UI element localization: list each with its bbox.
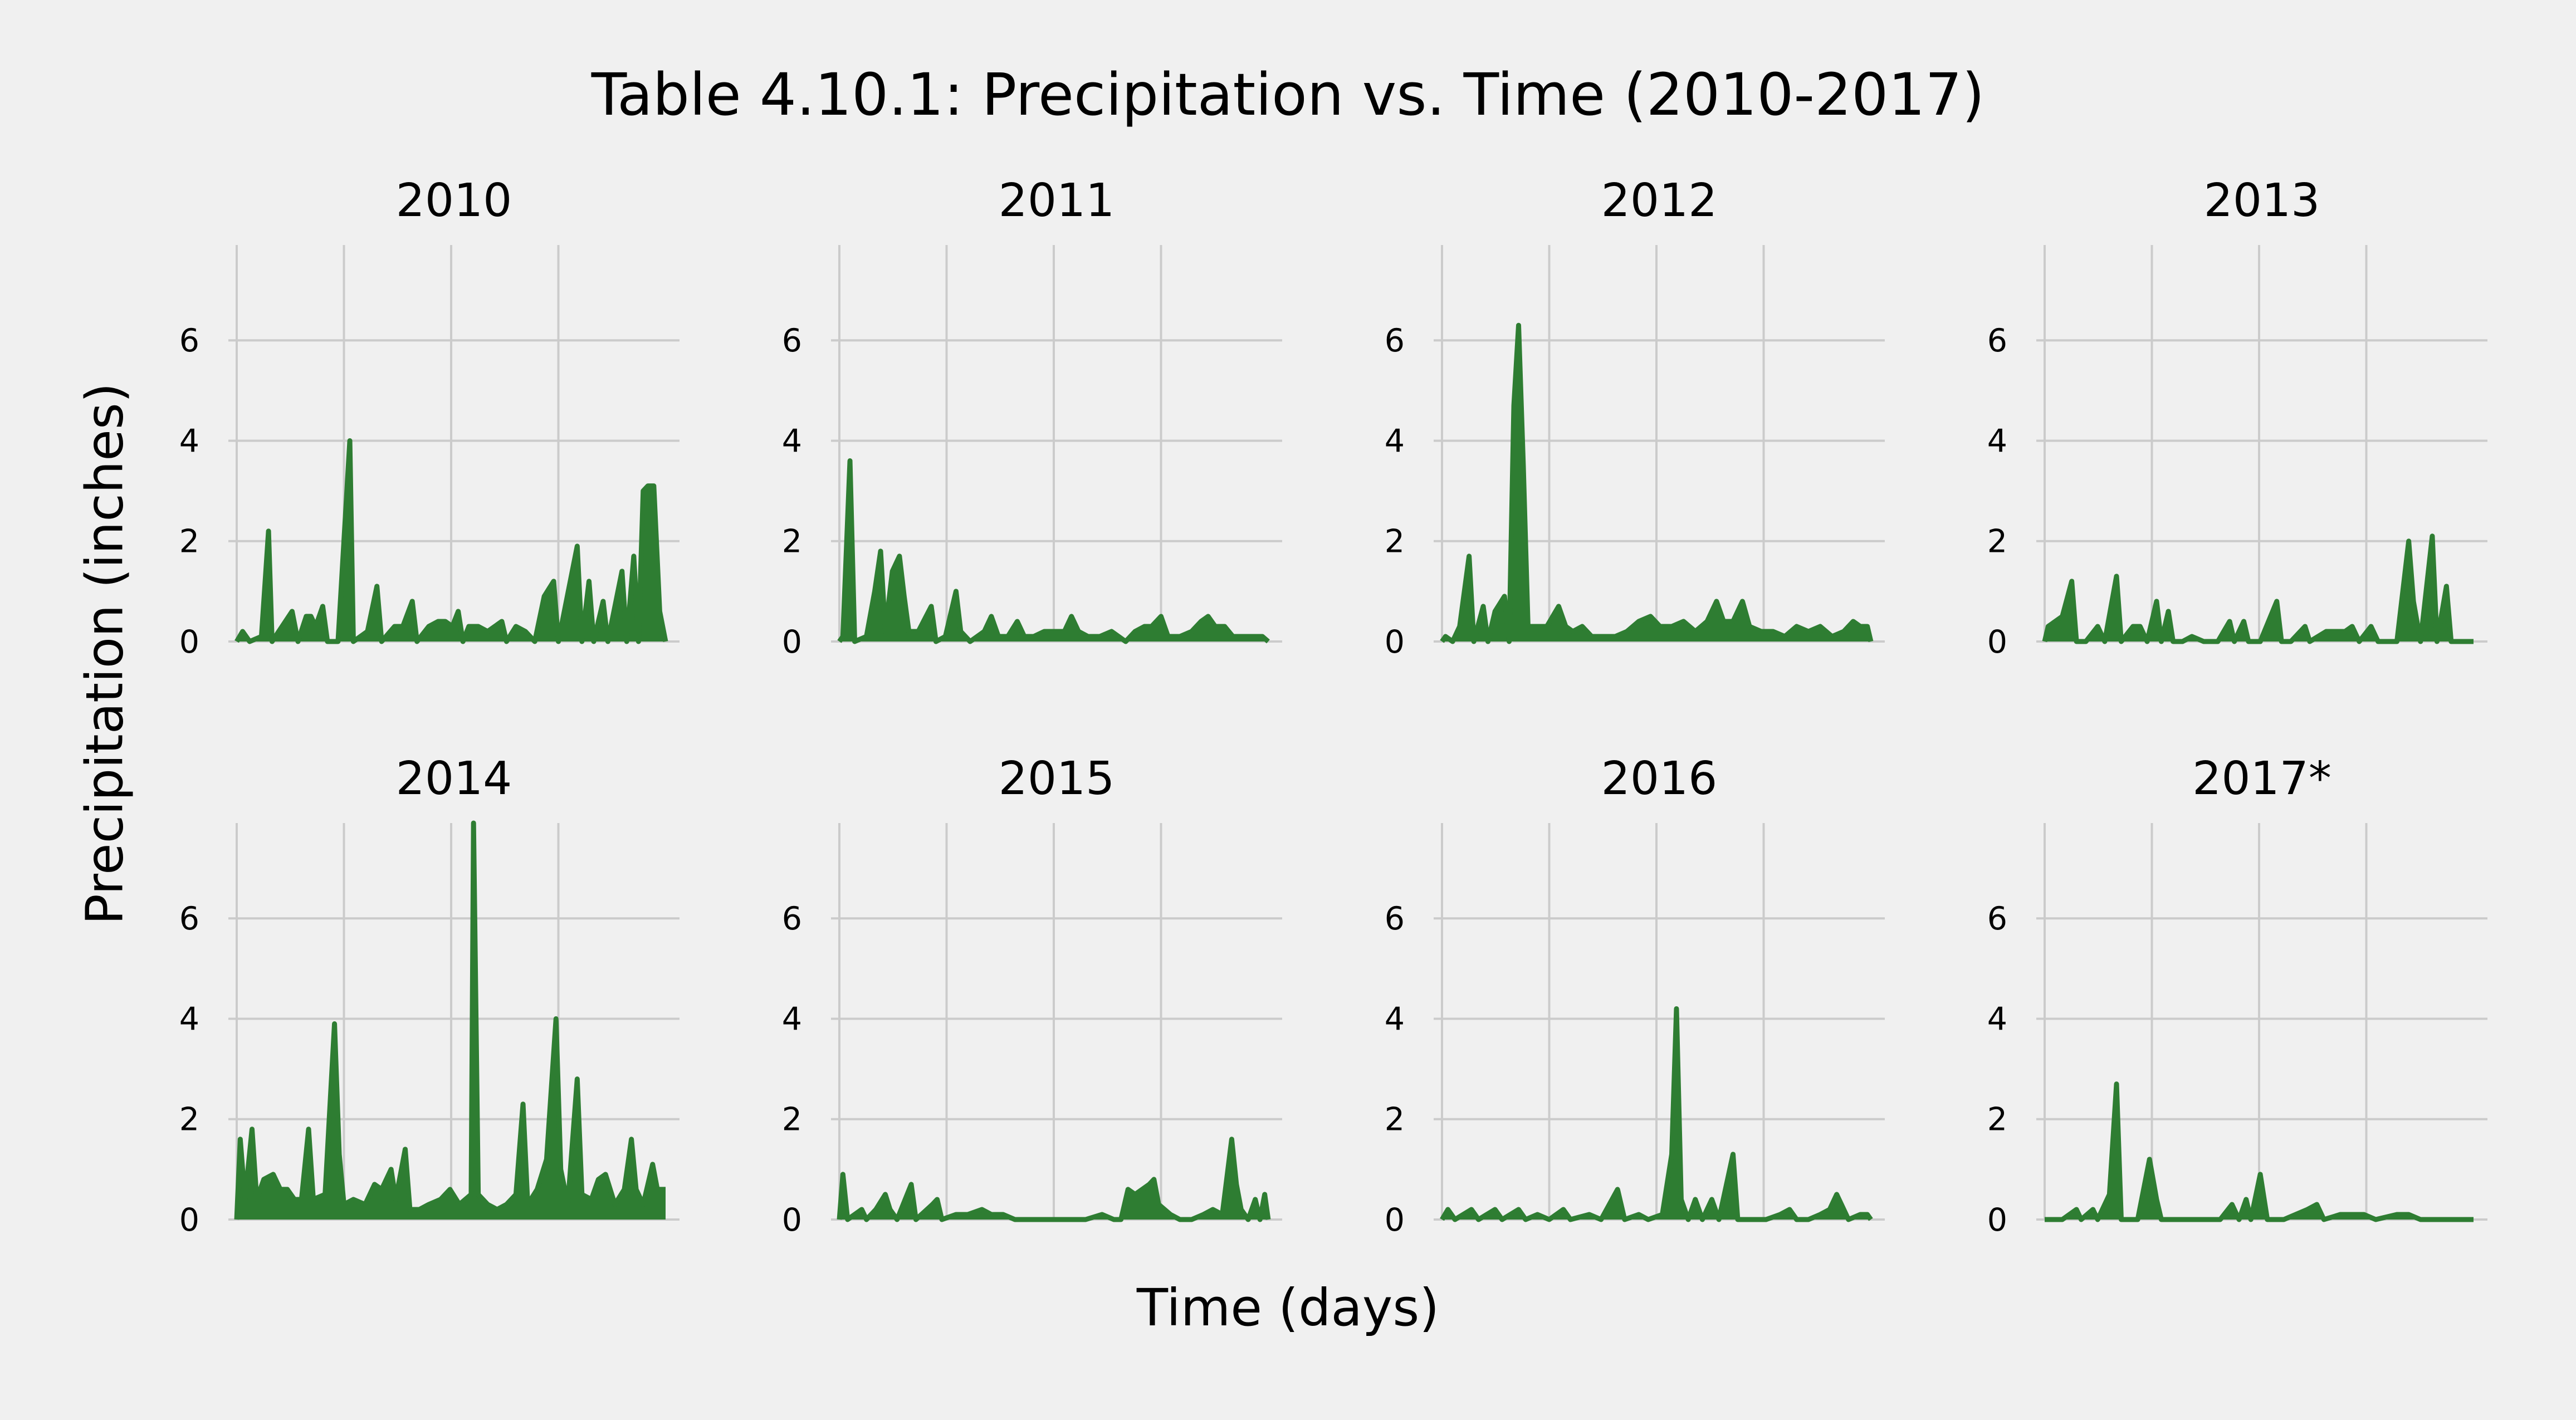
y-tick-label: 0 [1987, 624, 2007, 660]
y-tick-label: 4 [179, 423, 199, 459]
y-tick-label: 0 [1385, 624, 1405, 660]
y-tick-label: 4 [1385, 1001, 1405, 1037]
precipitation-line [234, 438, 668, 644]
x-axis-label: Time (days) [1136, 1278, 1440, 1338]
precipitation-area [839, 461, 1268, 642]
precipitation-line [837, 458, 1270, 644]
y-tick-label: 0 [1385, 1202, 1405, 1238]
precipitation-area [839, 1139, 1268, 1220]
y-tick-label: 6 [179, 900, 199, 937]
panel-2010: 0 2 4 6 2010 [179, 174, 680, 660]
precipitation-line [2045, 1081, 2474, 1222]
y-tick-label: 2 [1385, 523, 1405, 560]
y-tick-label: 2 [1385, 1101, 1405, 1138]
y-tick-label: 4 [179, 1001, 199, 1037]
y-tick-label: 0 [782, 1202, 802, 1238]
precipitation-line [1440, 322, 1874, 644]
precipitation-line [1440, 1006, 1873, 1222]
panel-title: 2016 [1601, 752, 1718, 805]
y-tick-label: 6 [782, 900, 802, 937]
panel-title: 2014 [396, 752, 512, 805]
y-tick-label: 0 [782, 624, 802, 660]
y-tick-label: 2 [782, 1101, 802, 1138]
precipitation-line [837, 1137, 1271, 1222]
panel-2014: 0 2 4 6 2014 [179, 752, 680, 1238]
y-tick-label: 6 [782, 322, 802, 359]
precipitation-line [2042, 533, 2474, 644]
y-tick-label: 4 [1385, 423, 1405, 459]
panel-title: 2017* [2192, 752, 2331, 805]
precipitation-area [237, 440, 666, 642]
y-tick-label: 2 [179, 1101, 199, 1138]
y-tick-label: 0 [1987, 1202, 2007, 1238]
panel-title: 2011 [999, 174, 1115, 227]
panel-title: 2015 [999, 752, 1115, 805]
y-tick-label: 6 [1385, 900, 1405, 937]
y-tick-label: 2 [1987, 1101, 2007, 1138]
panel-title: 2010 [396, 174, 512, 227]
panel-title: 2012 [1601, 174, 1718, 227]
panel-2017: 0 2 4 6 2017* [1987, 752, 2487, 1238]
y-tick-label: 2 [179, 523, 199, 560]
y-tick-label: 4 [1987, 423, 2007, 459]
y-tick-label: 0 [179, 624, 199, 660]
panel-2013: 0 2 4 6 2013 [1987, 174, 2487, 660]
panel-2012: 0 2 4 6 2012 [1385, 174, 1885, 660]
y-tick-label: 6 [1987, 900, 2007, 937]
precipitation-area [2045, 536, 2474, 642]
y-tick-label: 2 [1987, 523, 2007, 560]
precipitation-line [234, 820, 666, 1220]
panel-title: 2013 [2204, 174, 2320, 227]
chart-title: Table 4.10.1: Precipitation vs. Time (20… [591, 61, 1985, 129]
panel-2015: 0 2 4 6 2015 [782, 752, 1282, 1238]
y-tick-label: 4 [1987, 1001, 2007, 1037]
y-tick-label: 4 [782, 1001, 802, 1037]
panel-2011: 0 2 4 6 2011 [782, 174, 1282, 660]
y-tick-label: 0 [179, 1202, 199, 1238]
y-tick-label: 6 [1987, 322, 2007, 359]
y-tick-label: 6 [1385, 322, 1405, 359]
panel-2016: 0 2 4 6 2016 [1385, 752, 1885, 1238]
y-tick-label: 4 [782, 423, 802, 459]
y-tick-label: 6 [179, 322, 199, 359]
y-tick-label: 2 [782, 523, 802, 560]
